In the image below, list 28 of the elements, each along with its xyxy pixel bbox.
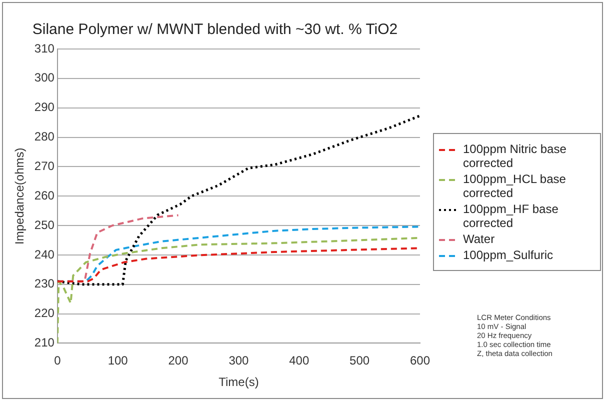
- legend-label: 100ppm_Sulfuric: [463, 248, 554, 262]
- y-tick-label: 230: [34, 276, 55, 291]
- y-tick-label: 240: [34, 247, 55, 262]
- y-tick-label: 270: [34, 158, 55, 173]
- y-tick-label: 280: [34, 130, 55, 144]
- y-axis-title: Impedance(ohms): [12, 148, 27, 244]
- x-tick-label: 200: [168, 354, 189, 368]
- chart-title: Silane Polymer w/ MWNT blended with ~30 wt. % TiO2: [32, 21, 398, 38]
- legend-label: 100ppm_HCL base corrected: [463, 172, 567, 200]
- y-tick-label: 260: [34, 188, 55, 202]
- line-series: [57, 247, 420, 282]
- y-tick-label: 220: [34, 306, 55, 320]
- y-tick-label: 310: [34, 41, 55, 56]
- x-tick-label: 0: [54, 354, 62, 368]
- x-tick-label: 300: [228, 354, 250, 368]
- y-tick-label: 210: [34, 336, 55, 350]
- legend-label: 100ppm_HF base corrected: [463, 202, 560, 230]
- x-tick-label: 100: [108, 354, 128, 368]
- x-tick-label: 400: [289, 354, 310, 368]
- x-axis-title: Time(s): [218, 375, 259, 390]
- x-tick-label: 600: [410, 354, 430, 368]
- line-series: [57, 114, 420, 286]
- y-tick-label: 290: [34, 100, 55, 114]
- legend-label: Water: [463, 232, 495, 246]
- x-tick-label: 500: [350, 354, 370, 368]
- legend-label: 100ppm Nitric base corrected: [463, 142, 568, 170]
- y-tick-label: 250: [34, 218, 55, 232]
- y-tick-label: 300: [34, 70, 55, 85]
